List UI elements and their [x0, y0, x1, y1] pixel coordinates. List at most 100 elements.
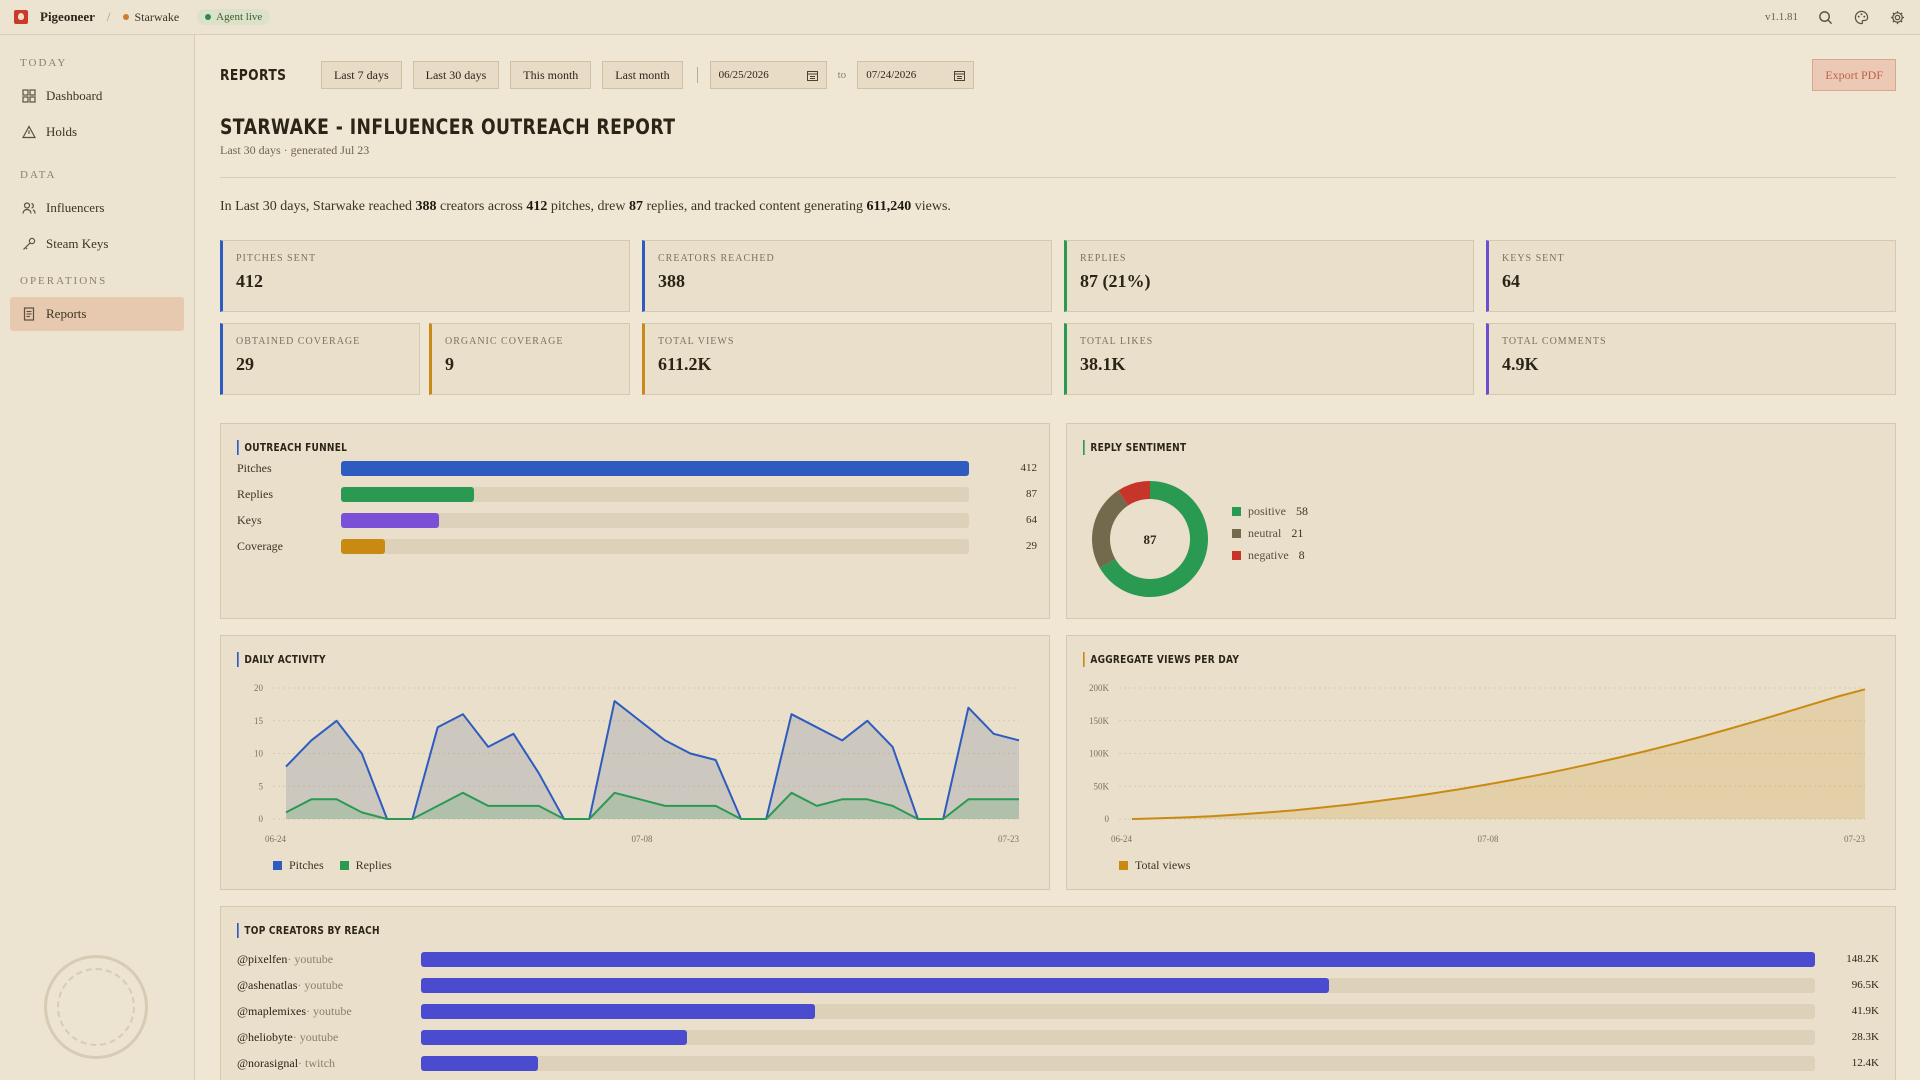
x-tick-label: 07-23: [1844, 834, 1865, 844]
stat-card-replies: REPLIES 87 (21%): [1064, 240, 1474, 312]
range-last-7-days-button[interactable]: Last 7 days: [320, 61, 402, 89]
summary-replies: 87: [629, 199, 643, 214]
creator-row[interactable]: @norasignal· twitch 12.4K: [237, 1055, 1897, 1071]
sidebar-item-steam-keys[interactable]: Steam Keys: [10, 227, 184, 261]
y-tick-label: 50K: [1094, 781, 1110, 791]
export-pdf-button[interactable]: Export PDF: [1812, 59, 1896, 91]
calendar-icon[interactable]: [954, 70, 966, 81]
sentiment-legend-positive: positive 58: [1232, 504, 1308, 519]
sentiment-legend-neutral: neutral 21: [1232, 526, 1308, 541]
stat-value: 412: [236, 271, 263, 291]
sidebar-section-operations: OPERATIONS: [20, 275, 108, 287]
creator-platform: · youtube: [306, 1003, 352, 1018]
legend-label: Pitches: [289, 858, 324, 872]
series-line-replies: [285, 791, 1019, 820]
stat-label: TOTAL COMMENTS: [1502, 336, 1607, 347]
y-tick-label: 200K: [1089, 683, 1110, 693]
legend-swatch: [273, 861, 282, 870]
status-dot-icon: [205, 14, 212, 20]
legend-label: Replies: [355, 858, 392, 872]
date-from-input[interactable]: 06/25/2026: [709, 61, 827, 89]
sidebar: TODAY Dashboard Holds DATA Influencers S…: [0, 35, 195, 1080]
report-title: STARWAKE - INFLUENCER OUTREACH REPORT: [220, 115, 676, 139]
creator-reach-value: 96.5K: [1851, 979, 1879, 991]
panel-title: DAILY ACTIVITY: [237, 652, 326, 667]
range-last-30-days-button[interactable]: Last 30 days: [412, 61, 500, 89]
creator-handle: @pixelfen· youtube: [237, 951, 334, 966]
top-creators-panel: TOP CREATORS BY REACH @pixelfen· youtube…: [220, 906, 1896, 1080]
summary-views: 611,240: [866, 199, 912, 214]
y-tick-label: 20: [254, 683, 264, 693]
stat-card-creators-reached: CREATORS REACHED 388: [642, 240, 1052, 312]
toolbar-divider: [696, 67, 698, 83]
gear-icon[interactable]: [1888, 8, 1906, 26]
creator-track: [421, 977, 1815, 993]
stat-card-total-views: TOTAL VIEWS 611.2K: [642, 323, 1052, 395]
grid-icon: [22, 89, 36, 103]
palette-icon[interactable]: [1852, 8, 1870, 26]
chart-legend-item: Total views: [1119, 858, 1190, 873]
funnel-row-pitches: Pitches 412: [237, 460, 1037, 476]
stat-label: KEYS SENT: [1502, 253, 1565, 264]
creator-reach-bar: [421, 1003, 816, 1019]
creator-reach-bar: [421, 951, 1815, 967]
y-tick-label: 5: [259, 781, 264, 791]
sidebar-item-label: Dashboard: [46, 88, 103, 103]
creator-reach-bar: [421, 977, 1329, 993]
project-name[interactable]: Starwake: [134, 9, 180, 24]
funnel-bar: [341, 460, 969, 476]
airmail-stamp-logo: [44, 955, 148, 1059]
funnel-value: 29: [1026, 540, 1037, 552]
range-this-month-button[interactable]: This month: [510, 61, 592, 89]
legend-swatch: [1232, 551, 1241, 560]
sidebar-section-data: DATA: [20, 169, 57, 181]
creator-row[interactable]: @maplemixes· youtube 41.9K: [237, 1003, 1897, 1019]
creator-reach-bar: [421, 1055, 538, 1071]
funnel-label: Coverage: [237, 538, 283, 553]
stat-label: CREATORS REACHED: [658, 253, 775, 264]
top-bar: Pigeoneer / Starwake Agent live v1.1.81: [0, 0, 1920, 35]
reports-label: REPORTS: [220, 66, 287, 84]
search-icon[interactable]: [1816, 8, 1834, 26]
version-label: v1.1.81: [1765, 11, 1798, 23]
creator-reach-value: 28.3K: [1851, 1031, 1879, 1043]
app-name[interactable]: Pigeoneer: [40, 9, 95, 24]
funnel-row-keys: Keys 64: [237, 512, 1037, 528]
sidebar-item-holds[interactable]: Holds: [10, 115, 184, 149]
series-area-total-views: [1132, 689, 1865, 819]
x-tick-label: 06-24: [1111, 834, 1132, 844]
legend-swatch: [1119, 861, 1128, 870]
x-tick-label: 07-08: [632, 834, 653, 844]
funnel-track: [341, 486, 969, 502]
stat-card-organic-coverage: ORGANIC COVERAGE 9: [429, 323, 630, 395]
date-to-value: 07/24/2026: [866, 69, 917, 81]
stat-value: 4.9K: [1502, 354, 1539, 374]
creator-row[interactable]: @heliobyte· youtube 28.3K: [237, 1029, 1897, 1045]
range-last-month-button[interactable]: Last month: [602, 61, 683, 89]
reply-sentiment-panel: REPLY SENTIMENT 87 positive 58 neutral 21 ne…: [1066, 423, 1896, 619]
stat-value: 9: [445, 354, 454, 374]
calendar-icon[interactable]: [806, 70, 818, 81]
panel-title: OUTREACH FUNNEL: [237, 440, 347, 455]
sidebar-item-influencers[interactable]: Influencers: [10, 191, 184, 225]
stat-label: REPLIES: [1080, 253, 1127, 264]
stat-label: TOTAL LIKES: [1080, 336, 1154, 347]
creator-reach-value: 148.2K: [1846, 953, 1879, 965]
creator-row[interactable]: @pixelfen· youtube 148.2K: [237, 951, 1897, 967]
stat-card-total-comments: TOTAL COMMENTS 4.9K: [1486, 323, 1896, 395]
series-line-total-views: [1131, 688, 1866, 820]
series-area-pitches: [286, 701, 1019, 819]
date-to-input[interactable]: 07/24/2026: [857, 61, 975, 89]
report-subtitle: Last 30 days · generated Jul 23: [220, 143, 370, 157]
sidebar-item-dashboard[interactable]: Dashboard: [10, 79, 184, 113]
y-tick-label: 100K: [1089, 749, 1110, 759]
chart-legend-item: Replies: [339, 858, 392, 873]
creator-handle: @maplemixes· youtube: [237, 1003, 352, 1018]
funnel-track: [341, 538, 969, 554]
legend-swatch: [1232, 529, 1241, 538]
panel-title: AGGREGATE VIEWS PER DAY: [1083, 652, 1239, 667]
stat-value: 87 (21%): [1080, 271, 1151, 291]
sidebar-item-reports[interactable]: Reports: [10, 297, 184, 331]
creator-row[interactable]: @ashenatlas· youtube 96.5K: [237, 977, 1897, 993]
funnel-value: 64: [1026, 514, 1037, 526]
